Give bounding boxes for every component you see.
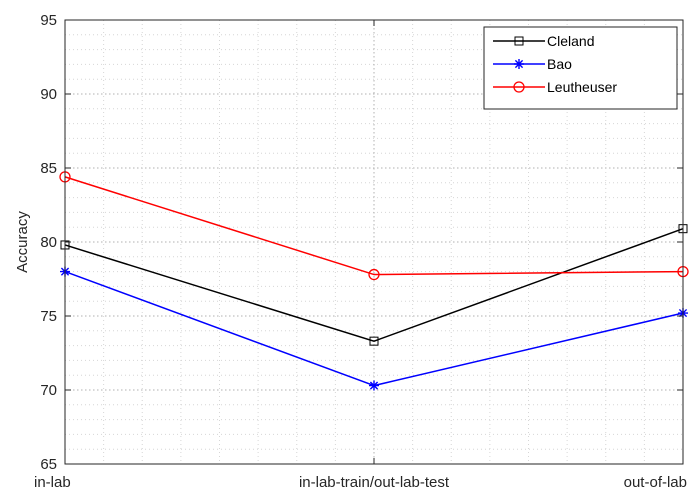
y-tick-label: 95 (40, 12, 57, 29)
y-tick-label: 85 (40, 160, 57, 177)
x-tick-label: in-lab-train/out-lab-test (299, 474, 450, 491)
axis-ticks (64, 19, 684, 465)
series-line (64, 176, 684, 276)
legend-marker (514, 59, 524, 69)
y-axis-label: Accuracy (14, 211, 31, 273)
legend: Cleland Bao Leutheuser (483, 26, 678, 110)
legend-label: Leutheuser (547, 79, 617, 95)
x-tick-label: out-of-lab (624, 474, 687, 491)
y-tick-label: 75 (40, 308, 57, 325)
y-tick-label: 65 (40, 456, 57, 473)
y-tick-label: 80 (40, 234, 57, 251)
y-tick-label: 70 (40, 382, 57, 399)
data-point (369, 380, 379, 391)
legend-entry: Leutheuser (493, 79, 617, 95)
legend-label: Bao (547, 56, 572, 72)
legend-entry: Cleland (493, 33, 594, 49)
tick-labels: 65 70 75 80 85 90 95 in-lab in-lab-train/out-lab… (34, 12, 687, 491)
series-line (64, 227, 684, 342)
legend-marker (513, 81, 525, 93)
x-tick-label: in-lab (34, 474, 71, 491)
legend-label: Cleland (547, 33, 594, 49)
legend-entry: Bao (493, 56, 572, 72)
legend-marker (514, 36, 524, 46)
data-point (368, 268, 380, 281)
data-point (369, 336, 379, 346)
y-tick-label: 90 (40, 86, 57, 103)
